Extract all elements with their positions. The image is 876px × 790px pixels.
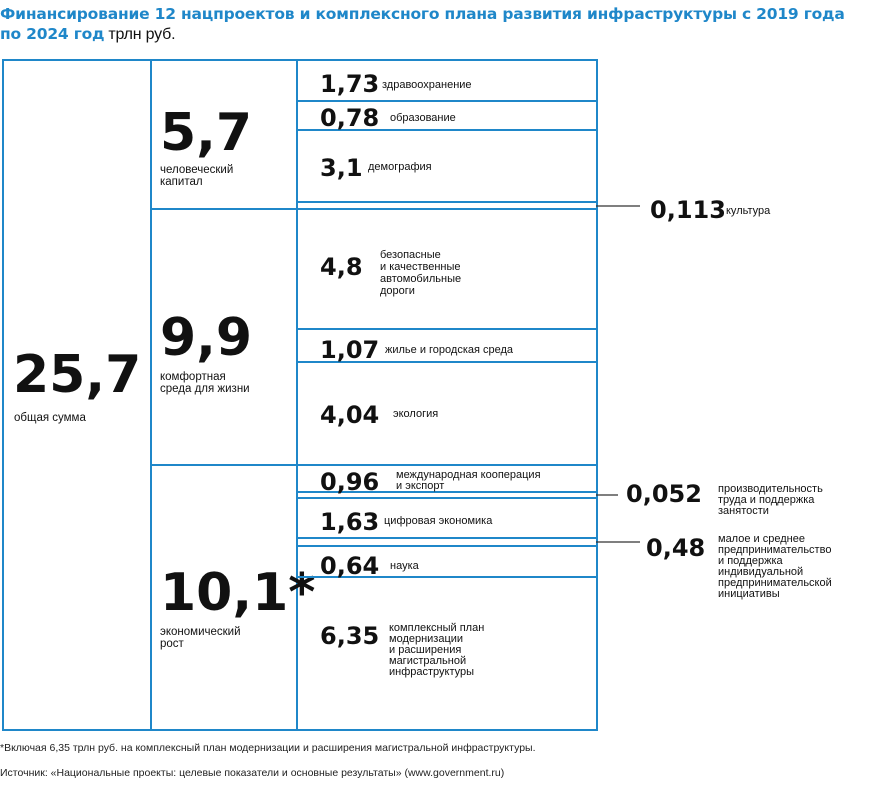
group-label-line: капитал [160, 176, 203, 188]
item-label-line: занятости [718, 505, 769, 517]
item-label-line: образование [390, 112, 456, 124]
item-label-line: предпринимательство [718, 544, 831, 556]
total-value: 25,7 [13, 345, 141, 405]
group-label-line: комфортная [160, 371, 226, 383]
group-value: 10,1* [160, 563, 316, 623]
chart-unit: трлн руб. [108, 26, 176, 43]
item-value: 4,8 [320, 253, 363, 281]
item-label-line: наука [390, 560, 420, 572]
item-value: 3,1 [320, 154, 363, 182]
item-value: 4,04 [320, 401, 379, 429]
item-label-line: безопасные [380, 249, 441, 261]
chart-title-text: Финансирование 12 нацпроектов и комплекс… [0, 5, 845, 43]
item-value: 0,113 [650, 196, 726, 224]
item-value: 0,052 [626, 480, 702, 508]
item-label-line: и поддержка [718, 555, 784, 567]
group-value: 5,7 [160, 103, 252, 163]
item-label-line: и экспорт [396, 480, 444, 492]
item-value: 6,35 [320, 622, 379, 650]
item-label-line: модернизации [389, 633, 463, 645]
item-label-line: и качественные [380, 261, 461, 273]
item-label-line: жилье и городская среда [385, 344, 514, 356]
item-label-line: предпринимательской [718, 577, 832, 589]
item-value: 0,64 [320, 552, 379, 580]
group-label-line: экономический [160, 626, 241, 638]
treemap-frame [2, 59, 598, 731]
item-label-line: международная кооперация [396, 469, 541, 481]
item-value: 1,63 [320, 508, 379, 536]
item-label-line: цифровая экономика [384, 515, 493, 527]
item-label-line: автомобильные [380, 273, 461, 285]
item-value: 0,96 [320, 468, 379, 496]
item-label-line: и расширения [389, 644, 461, 656]
item-value: 1,07 [320, 336, 379, 364]
item-label-line: здравоохранение [382, 79, 472, 91]
item-label-line: труда и поддержка [718, 494, 815, 506]
group-value: 9,9 [160, 308, 252, 368]
item-label-line: малое и среднее [718, 533, 805, 545]
item-label-line: индивидуальной [718, 566, 803, 578]
footnote-source: Источник: «Национальные проекты: целевые… [0, 767, 505, 779]
item-value: 1,73 [320, 70, 379, 98]
group-label-line: рост [160, 638, 185, 650]
item-label-line: инициативы [718, 588, 780, 600]
item-value: 0,78 [320, 104, 379, 132]
item-label-line: культура [726, 205, 771, 217]
total-label: общая сумма [14, 412, 86, 424]
item-label-line: комплексный план [389, 622, 484, 634]
item-label-line: экология [393, 408, 438, 420]
group-label-line: человеческий [160, 164, 233, 176]
item-label-line: магистральной [389, 655, 466, 667]
item-label-line: инфраструктуры [389, 666, 474, 678]
item-label-line: производительность [718, 483, 823, 495]
chart-title: Финансирование 12 нацпроектов и комплекс… [0, 4, 870, 45]
item-label-line: демография [368, 161, 432, 173]
item-value: 0,48 [646, 534, 705, 562]
footnote-note: *Включая 6,35 трлн руб. на комплексный п… [0, 742, 536, 754]
group-label-line: среда для жизни [160, 383, 250, 395]
item-label-line: дороги [380, 285, 415, 297]
